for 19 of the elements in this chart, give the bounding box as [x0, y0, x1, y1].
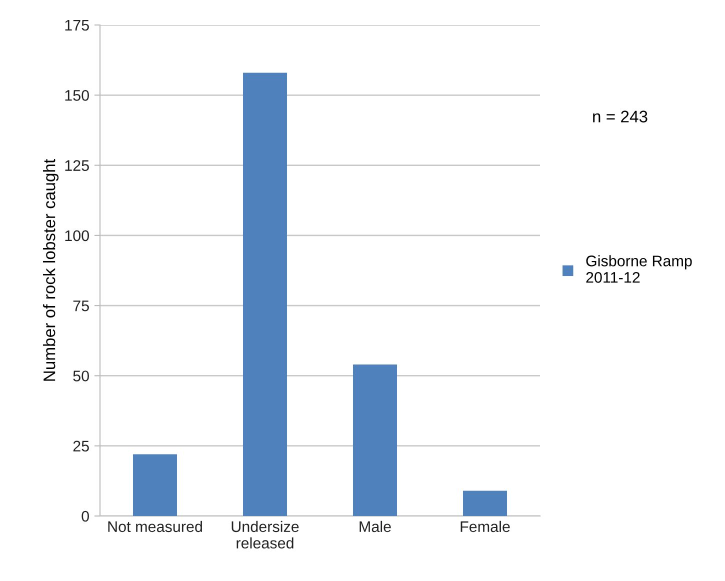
y-tick-label: 150 — [65, 90, 89, 101]
y-tick-label: 75 — [73, 300, 89, 312]
bar — [463, 490, 507, 516]
x-tick-label: Undersize released — [232, 520, 299, 549]
x-tick-label: Male — [360, 520, 391, 532]
legend-label: Gisborne Ramp 2011-12 — [586, 255, 692, 283]
y-tick-label: 50 — [73, 370, 89, 382]
y-tick-label: 0 — [82, 510, 89, 522]
bar — [133, 454, 177, 516]
y-tick-label: 100 — [65, 230, 89, 242]
y-tick-label: 25 — [73, 440, 89, 452]
bar — [243, 72, 287, 516]
text: n = 243 — [593, 110, 648, 122]
y-tick-label: 125 — [65, 160, 89, 171]
bar — [353, 364, 397, 516]
y-axis-title: Number of rock lobster caught — [43, 158, 59, 381]
x-tick-label: Not measured — [108, 520, 202, 532]
x-tick-label: Female — [460, 520, 510, 532]
y-tick-label: 175 — [65, 20, 89, 31]
